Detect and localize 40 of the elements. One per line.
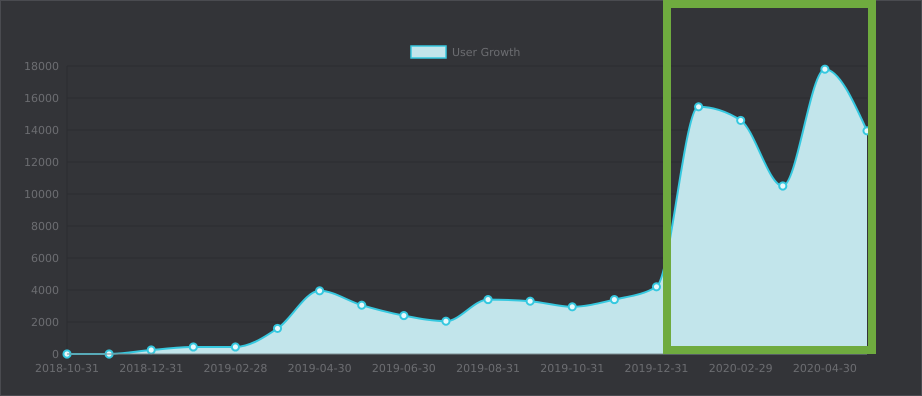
y-tick-label: 0 — [52, 348, 59, 361]
y-tick-label: 16000 — [24, 92, 59, 105]
point — [526, 296, 535, 306]
x-tick-label: 2019-12-31 — [624, 362, 688, 375]
point — [694, 102, 704, 112]
point — [399, 311, 408, 320]
point — [104, 349, 114, 359]
legend-label: User Growth — [452, 46, 520, 59]
y-tick-label: 10000 — [24, 188, 59, 201]
x-tick-label: 2020-04-30 — [792, 362, 857, 375]
point — [652, 282, 662, 292]
point — [146, 345, 156, 355]
point — [778, 181, 788, 191]
x-tick-label: 2020-02-29 — [708, 362, 773, 375]
y-tick-label: 14000 — [24, 124, 59, 137]
x-tick-label: 2019-06-30 — [372, 362, 436, 375]
point — [357, 300, 366, 310]
x-tick-label: 2018-10-31 — [35, 362, 99, 375]
point — [230, 342, 240, 352]
x-tick-label: 2019-10-31 — [540, 362, 604, 375]
y-tick-label: 12000 — [24, 156, 59, 169]
y-tick-label: 18000 — [24, 60, 59, 73]
point — [441, 316, 451, 326]
x-tick-label: 2018-12-31 — [119, 362, 184, 375]
point — [62, 349, 72, 359]
x-tick-label: 2019-04-30 — [288, 362, 352, 375]
point — [272, 324, 282, 333]
y-tick-label: 8000 — [31, 220, 59, 233]
y-tick-label: 4000 — [31, 284, 59, 297]
point — [188, 342, 198, 352]
x-tick-label: 2019-02-28 — [203, 362, 268, 375]
point — [820, 64, 830, 74]
point — [736, 116, 746, 125]
point — [483, 295, 493, 304]
point — [315, 286, 324, 296]
point — [610, 295, 619, 304]
y-tick-label: 6000 — [31, 252, 59, 265]
y-tick-label: 2000 — [31, 316, 59, 329]
x-tick-label: 2019-08-31 — [456, 362, 520, 375]
point — [568, 302, 577, 312]
